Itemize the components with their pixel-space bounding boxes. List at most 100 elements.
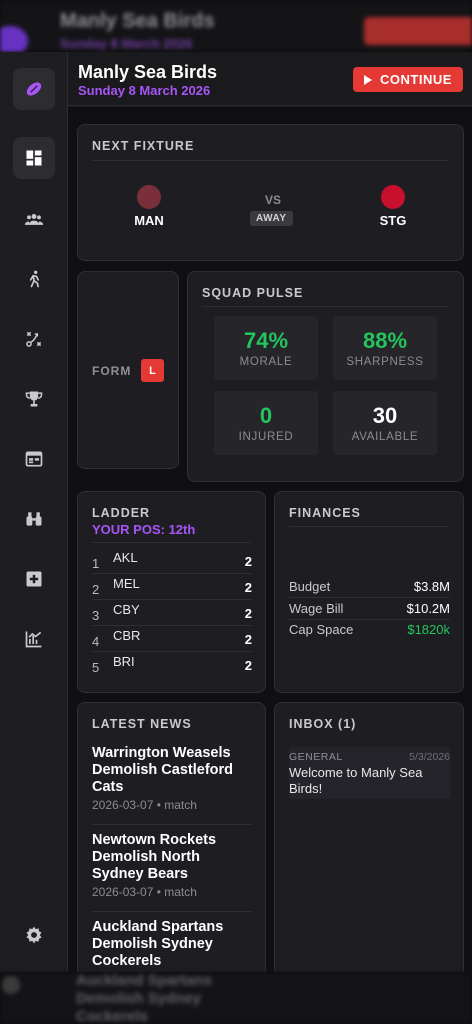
nav-home-logo[interactable] [13,68,55,110]
main-panel: Manly Sea Birds Sunday 8 March 2026 CONT… [68,52,472,972]
message-category: GENERAL [289,751,343,763]
squad-pulse-title: SQUAD PULSE [202,286,304,300]
dashboard-content: NEXT FIXTURE MAN VS AWAY STG FORM L SQUA… [68,107,472,972]
cap-space-label: Cap Space [289,622,354,637]
home-team-abbr: MAN [134,213,164,228]
ladder-row[interactable]: 3 CBY 2 [92,600,252,626]
nav-medical[interactable] [13,558,55,600]
blurred-footer-overlay: Auckland Spartans Demolish Sydney Cocker… [0,972,472,1024]
squad-icon [24,214,44,225]
divider [92,542,251,543]
finances-card[interactable]: FINANCES Budget $3.8M Wage Bill $10.2M C… [274,491,464,693]
binoculars-icon [26,512,42,526]
budget-row: Budget $3.8M [289,576,450,598]
nav-scouting[interactable] [13,498,55,540]
cap-space-value: $1820k [407,622,450,637]
sharpness-stat: 88% SHARPNESS [333,316,437,380]
injured-label: INJURED [238,431,294,443]
latest-news-card: LATEST NEWS Warrington Weasels Demolish … [77,702,266,972]
cap-space-row: Cap Space $1820k [289,619,450,641]
ladder-team: CBY [113,602,140,617]
nav-tactics[interactable] [13,318,55,360]
ladder-row[interactable]: 5 BRI 2 [92,652,252,678]
wage-bill-label: Wage Bill [289,601,344,616]
news-item[interactable]: Newtown Rockets Demolish North Sydney Be… [92,832,252,912]
nav-training[interactable] [13,258,55,300]
next-fixture-card[interactable]: NEXT FIXTURE MAN VS AWAY STG [77,124,464,261]
ladder-row[interactable]: 2 MEL 2 [92,574,252,600]
news-item[interactable]: Auckland Spartans Demolish Sydney Cocker… [92,919,252,972]
nav-fixtures[interactable] [13,438,55,480]
blurred-date: Sunday 8 March 2026 [60,36,193,51]
ladder-row[interactable]: 1 AKL 2 [92,548,252,574]
current-date: Sunday 8 March 2026 [78,83,211,98]
tactics-icon [26,331,42,347]
blurred-continue-button [364,17,472,45]
divider [202,306,449,307]
form-result-badge: L [141,359,164,382]
home-team[interactable]: MAN [119,185,179,228]
club-name: Manly Sea Birds [78,62,218,82]
news-item[interactable]: Warrington Weasels Demolish Castleford C… [92,745,252,825]
ladder-points: 2 [244,658,252,673]
divider [92,160,449,161]
ladder-points: 2 [244,606,252,621]
running-icon [29,270,40,288]
sharpness-value: 88% [362,328,408,353]
available-label: AVAILABLE [351,431,419,443]
form-label: FORM [92,364,132,378]
blurred-logo-icon [0,26,28,52]
vs-label: VS [264,193,281,207]
budget-label: Budget [289,579,331,594]
ladder-rank: 2 [92,582,100,597]
ladder-team: BRI [113,654,135,669]
available-stat: 30 AVAILABLE [333,391,437,455]
message-date: 5/3/2026 [409,751,450,763]
inbox-card: INBOX (1) GENERAL 5/3/2026 Welcome to Ma… [274,702,464,972]
away-team[interactable]: STG [363,185,423,228]
wage-bill-row: Wage Bill $10.2M [289,598,450,620]
injured-stat: 0 INJURED [214,391,318,455]
trophy-icon [25,391,43,407]
form-card: FORM L [77,271,179,469]
injured-value: 0 [259,403,273,428]
available-value: 30 [372,403,398,428]
nav-squad[interactable] [13,198,55,240]
ladder-team: MEL [113,576,140,591]
sidebar [0,52,68,972]
finances-title: FINANCES [289,506,361,520]
ladder-team: AKL [113,550,138,565]
blurred-settings-icon [2,976,20,994]
news-meta: 2026-03-07 • match [92,798,197,812]
budget-value: $3.8M [413,579,450,594]
ladder-team: CBR [113,628,141,643]
rugby-ball-icon [26,82,42,96]
morale-value: 74% [243,328,289,353]
nav-statistics[interactable] [13,618,55,660]
sharpness-label: SHARPNESS [346,356,424,368]
morale-label: MORALE [239,356,293,368]
news-meta: 2026-03-07 • match [92,885,197,899]
blurred-club-name: Manly Sea Birds [60,10,215,32]
ladder-rank: 5 [92,660,100,675]
nav-settings[interactable] [13,914,55,956]
ladder-card[interactable]: LADDER YOUR POS: 12th 1 AKL 2 2 MEL 2 3 … [77,491,266,693]
page-header: Manly Sea Birds Sunday 8 March 2026 CONT… [68,52,472,106]
dashboard-icon [26,150,42,166]
continue-button[interactable]: CONTINUE [353,67,463,92]
ladder-row[interactable]: 4 CBR 2 [92,626,252,652]
next-fixture-title: NEXT FIXTURE [92,139,195,153]
news-headline: Warrington Weasels Demolish Castleford C… [92,745,233,795]
ladder-rank: 1 [92,556,100,571]
away-team-badge [381,185,405,209]
blurred-header-overlay: Manly Sea Birds Sunday 8 March 2026 [0,0,472,52]
play-icon [364,74,373,85]
ladder-rank: 3 [92,608,100,623]
inbox-message[interactable]: GENERAL 5/3/2026 Welcome to Manly Sea Bi… [289,747,450,799]
squad-pulse-card: SQUAD PULSE 74% MORALE 88% SHARPNESS 0 I… [187,271,464,482]
nav-dashboard[interactable] [13,137,55,179]
ladder-rank: 4 [92,634,100,649]
news-headline: Newtown Rockets Demolish North Sydney Be… [92,832,217,882]
inbox-title: INBOX (1) [289,717,357,731]
nav-competitions[interactable] [13,378,55,420]
